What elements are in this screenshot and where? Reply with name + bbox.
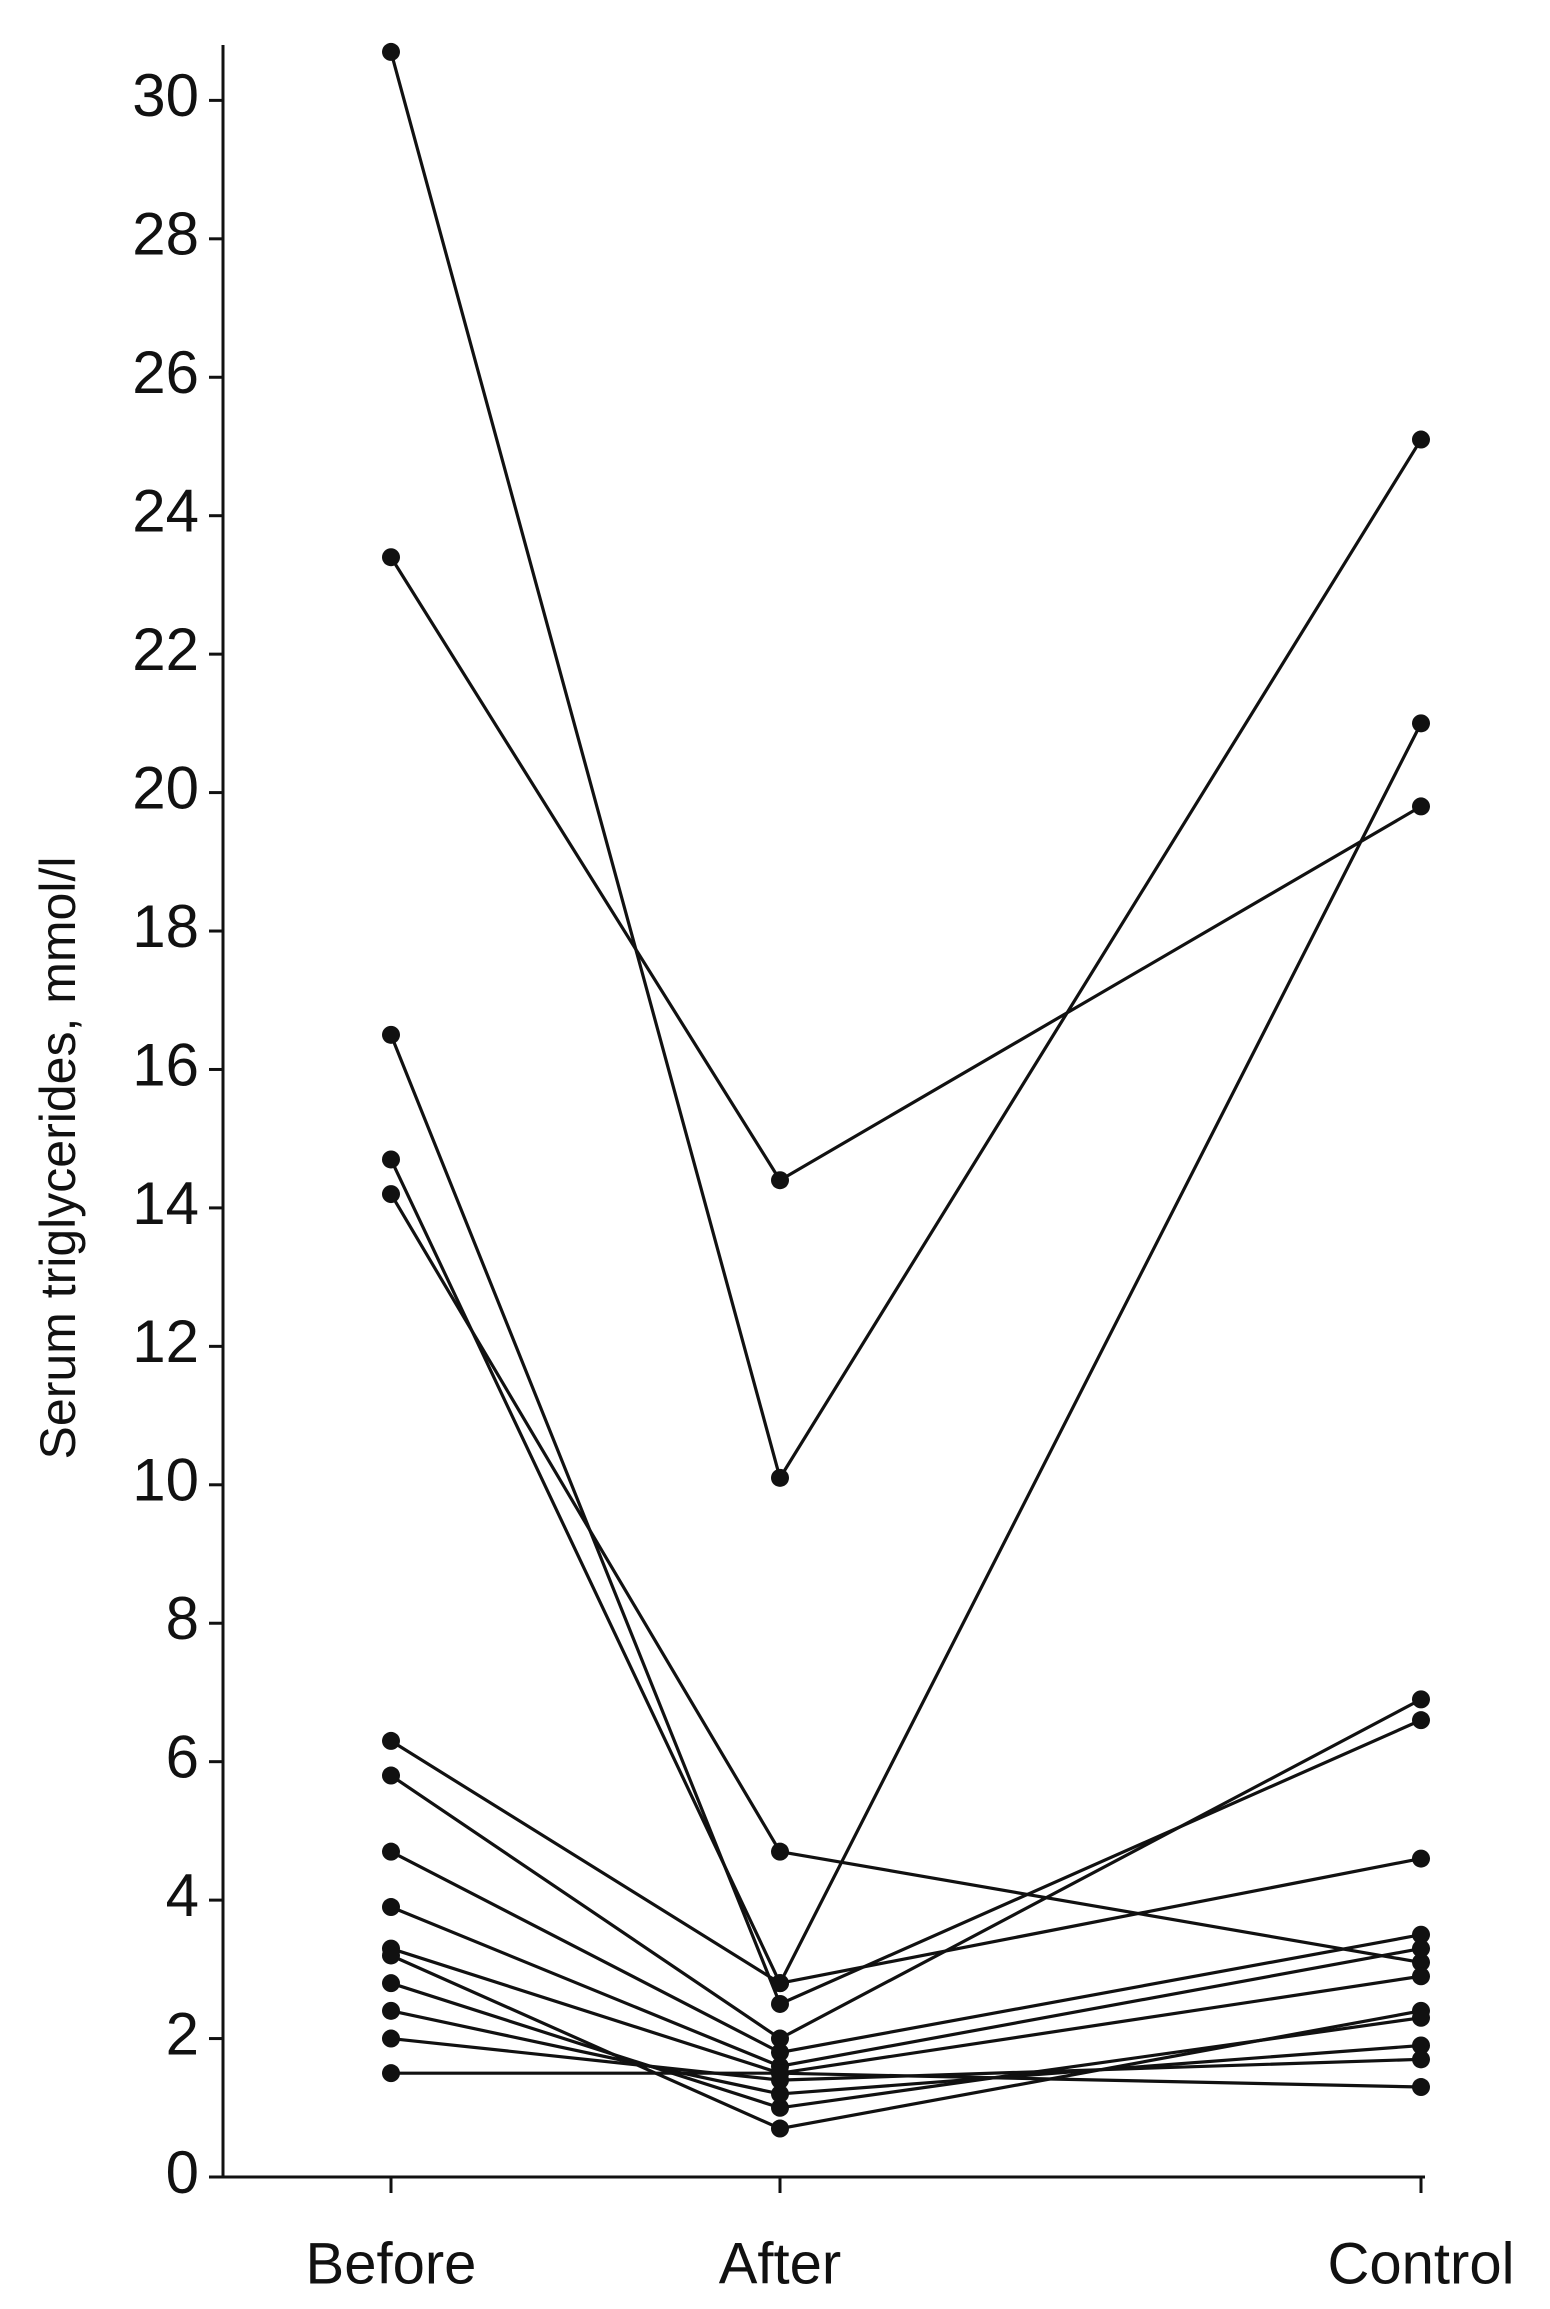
data-point bbox=[771, 1468, 789, 1487]
data-point bbox=[382, 1974, 400, 1993]
data-point bbox=[382, 1898, 400, 1917]
data-point bbox=[382, 1766, 400, 1785]
data-point bbox=[382, 2001, 400, 2020]
series-line bbox=[390, 1697, 1422, 2041]
data-point bbox=[382, 1731, 400, 1750]
y-tick-label: 30 bbox=[132, 62, 199, 129]
y-tick-label: 2 bbox=[166, 2000, 199, 2067]
series-line bbox=[389, 722, 1423, 1987]
data-point bbox=[771, 2043, 789, 2062]
data-point bbox=[1412, 2078, 1430, 2097]
series-line bbox=[389, 51, 1423, 1482]
data-point bbox=[771, 2029, 789, 2048]
data-point bbox=[382, 42, 400, 61]
y-tick-label: 24 bbox=[132, 478, 199, 545]
y-axis-label: Serum triglycerides, mmol/l bbox=[30, 857, 86, 1460]
data-point bbox=[1412, 1849, 1430, 1868]
data-point bbox=[771, 1171, 789, 1190]
data-point bbox=[382, 2064, 400, 2083]
data-point bbox=[382, 548, 400, 567]
data-point bbox=[1412, 2050, 1430, 2069]
data-point bbox=[1412, 1953, 1430, 1972]
data-point bbox=[1412, 1711, 1430, 1730]
data-point bbox=[1412, 797, 1430, 816]
x-tick-label: After bbox=[719, 2231, 842, 2296]
data-point bbox=[1412, 430, 1430, 449]
data-point bbox=[382, 1842, 400, 1861]
data-point bbox=[1412, 1690, 1430, 1709]
y-tick-label: 20 bbox=[132, 754, 199, 821]
series-line bbox=[389, 556, 1422, 1183]
y-tick-label: 6 bbox=[166, 1724, 199, 1791]
data-point bbox=[1412, 1967, 1430, 1986]
y-tick-label: 26 bbox=[132, 339, 199, 406]
y-tick-label: 12 bbox=[132, 1308, 199, 1375]
y-tick-label: 8 bbox=[166, 1585, 199, 1652]
y-tick-label: 10 bbox=[132, 1447, 199, 1514]
data-point bbox=[1412, 1925, 1430, 1944]
data-point bbox=[382, 1025, 400, 1044]
data-point bbox=[382, 1946, 400, 1965]
y-tick-label: 4 bbox=[166, 1862, 199, 1929]
data-point bbox=[1412, 2008, 1430, 2027]
y-tick-label: 18 bbox=[132, 893, 199, 960]
data-point bbox=[382, 1185, 400, 1204]
y-tick-label: 0 bbox=[166, 2139, 199, 2206]
data-point bbox=[771, 2064, 789, 2083]
data-point bbox=[1412, 1939, 1430, 1958]
data-point bbox=[771, 2098, 789, 2117]
y-tick-label: 22 bbox=[132, 616, 199, 683]
data-point bbox=[771, 2084, 789, 2103]
x-tick-label: Control bbox=[1328, 2231, 1515, 2296]
x-tick-label: Before bbox=[306, 2231, 477, 2296]
data-point bbox=[1412, 2036, 1430, 2055]
y-tick-label: 14 bbox=[132, 1170, 199, 1237]
data-point bbox=[382, 2029, 400, 2048]
data-point bbox=[771, 2119, 789, 2138]
data-point bbox=[1412, 714, 1430, 733]
series-line bbox=[389, 1034, 1422, 2007]
data-point bbox=[771, 1994, 789, 2013]
series-line bbox=[389, 1193, 1422, 1964]
data-point bbox=[771, 1974, 789, 1993]
data-point bbox=[382, 1150, 400, 1169]
y-tick-label: 28 bbox=[132, 201, 199, 268]
y-tick-label: 16 bbox=[132, 1031, 199, 1098]
data-point bbox=[771, 1842, 789, 1861]
